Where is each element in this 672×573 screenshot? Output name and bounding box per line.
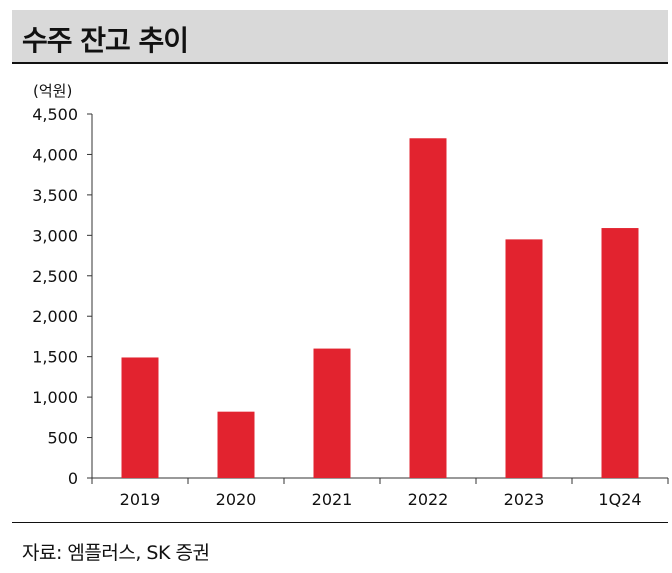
y-tick-label: 2,500	[32, 267, 78, 286]
y-tick-label: 4,500	[32, 105, 78, 124]
y-tick-label: 500	[47, 429, 78, 448]
bar-2019	[121, 357, 159, 478]
y-tick-label: 3,000	[32, 226, 78, 245]
x-tick-label: 2021	[312, 490, 353, 509]
y-tick-label: 0	[68, 469, 78, 488]
y-tick-label: 1,500	[32, 348, 78, 367]
bar-2022	[409, 138, 447, 478]
bar-2020	[217, 411, 255, 478]
title-bar: 수주 잔고 추이	[12, 10, 668, 64]
y-axis-unit-label: (억원)	[33, 82, 72, 100]
y-tick-label: 4,000	[32, 145, 78, 164]
bars	[121, 138, 639, 478]
source-divider	[12, 522, 668, 523]
y-tick-label: 2,000	[32, 307, 78, 326]
y-tick-label: 1,000	[32, 388, 78, 407]
bar-chart: (억원) 0 500 1,000 1,500 2,000 2,500 3,000 3,500 4…	[32, 82, 669, 509]
y-tick-label: 3,500	[32, 186, 78, 205]
x-axis: 2019 2020 2021 2022 2023 1Q24	[91, 477, 669, 509]
x-tick-label: 2022	[408, 490, 449, 509]
source-note: 자료: 엠플러스, SK 증권	[22, 542, 210, 564]
x-tick-label: 2020	[216, 490, 257, 509]
y-axis: 0 500 1,000 1,500 2,000 2,500 3,000 3,500 4,000 4…	[32, 105, 93, 488]
bar-1Q24	[601, 228, 639, 478]
x-tick-label: 2023	[504, 490, 545, 509]
x-tick-label: 1Q24	[598, 490, 641, 509]
page-title: 수주 잔고 추이	[22, 24, 189, 57]
x-tick-label: 2019	[120, 490, 161, 509]
bar-2023	[505, 239, 543, 478]
bar-2021	[313, 348, 351, 478]
